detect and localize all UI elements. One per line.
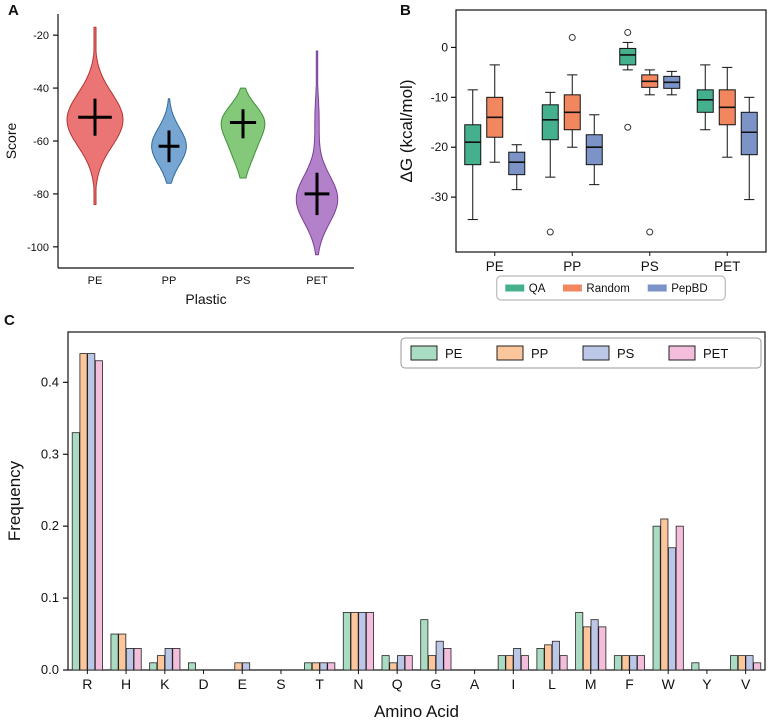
svg-text:H: H	[121, 676, 131, 692]
svg-text:Score: Score	[3, 123, 19, 160]
svg-text:PS: PS	[236, 275, 251, 287]
svg-text:PET: PET	[703, 346, 728, 361]
svg-text:-80: -80	[33, 189, 49, 201]
svg-text:-100: -100	[27, 242, 49, 254]
svg-text:-10: -10	[431, 90, 449, 104]
svg-text:F: F	[625, 676, 634, 692]
svg-text:I: I	[511, 676, 515, 692]
violin-chart-score-by-plastic: -20 -40 -60 -80 -100 PE PP PS PET Plastic Score	[3, 14, 354, 307]
svg-text:0.2: 0.2	[41, 518, 59, 533]
panel-c-label: C	[4, 312, 15, 329]
svg-text:G: G	[430, 676, 441, 692]
svg-text:PP: PP	[162, 275, 177, 287]
svg-text:0.3: 0.3	[41, 446, 59, 461]
svg-text:A: A	[470, 676, 480, 692]
svg-text:PP: PP	[563, 259, 581, 274]
svg-text:L: L	[548, 676, 556, 692]
svg-text:QA: QA	[529, 283, 546, 295]
svg-text:0: 0	[441, 40, 448, 54]
svg-text:W: W	[662, 676, 676, 692]
svg-text:-20: -20	[431, 140, 449, 154]
svg-text:PE: PE	[486, 259, 504, 274]
svg-text:0.0: 0.0	[41, 662, 59, 677]
svg-text:0.4: 0.4	[41, 374, 59, 389]
svg-text:-20: -20	[33, 30, 49, 42]
svg-text:ΔG (kcal/mol): ΔG (kcal/mol)	[397, 80, 416, 183]
svg-text:D: D	[198, 676, 208, 692]
svg-text:S: S	[276, 676, 285, 692]
bar-chart-amino-acid-frequency: 0.0 0.1 0.2 0.3 0.4 R H K D E S T N Q G A I L M F W Y V Amino A…	[5, 331, 766, 721]
svg-text:Y: Y	[702, 676, 712, 692]
panel-a-label: A	[8, 2, 19, 19]
boxplot-chart-deltaG-by-plastic: 0 -10 -20 -30 PE PP PS PET ΔG (kcal/mol) QA Random…	[397, 9, 767, 301]
svg-text:-60: -60	[33, 136, 49, 148]
svg-text:-30: -30	[431, 190, 449, 204]
svg-text:Q: Q	[392, 676, 403, 692]
panel-a: A -20 -40 -60 -80 -100 PE PP PS PET Plastic Score	[0, 0, 390, 312]
svg-text:PP: PP	[531, 346, 548, 361]
svg-text:-40: -40	[33, 83, 49, 95]
svg-text:PET: PET	[714, 259, 740, 274]
panel-c: C 0.0 0.1 0.2 0.3 0.4 R H K D E S T N Q G A I L M F W Y V Amino…	[0, 312, 777, 727]
svg-text:PepBD: PepBD	[671, 283, 707, 295]
svg-text:E: E	[238, 676, 247, 692]
svg-text:PS: PS	[617, 346, 635, 361]
svg-text:Amino Acid: Amino Acid	[374, 702, 459, 721]
panel-b-label: B	[400, 2, 411, 19]
svg-text:Frequency: Frequency	[5, 460, 24, 541]
svg-text:R: R	[82, 676, 92, 692]
svg-text:Random: Random	[586, 283, 629, 295]
svg-text:PS: PS	[641, 259, 659, 274]
svg-text:0.1: 0.1	[41, 590, 59, 605]
svg-text:Plastic: Plastic	[185, 291, 226, 307]
panel-b: B 0 -10 -20 -30 PE PP PS PET ΔG (kcal/mol) QA Rand…	[390, 0, 777, 312]
svg-text:N: N	[353, 676, 363, 692]
svg-text:M: M	[585, 676, 597, 692]
svg-text:PET: PET	[306, 275, 328, 287]
svg-text:K: K	[160, 676, 170, 692]
svg-text:PE: PE	[88, 275, 103, 287]
svg-text:V: V	[741, 676, 751, 692]
svg-text:PE: PE	[445, 346, 463, 361]
svg-text:T: T	[315, 676, 324, 692]
